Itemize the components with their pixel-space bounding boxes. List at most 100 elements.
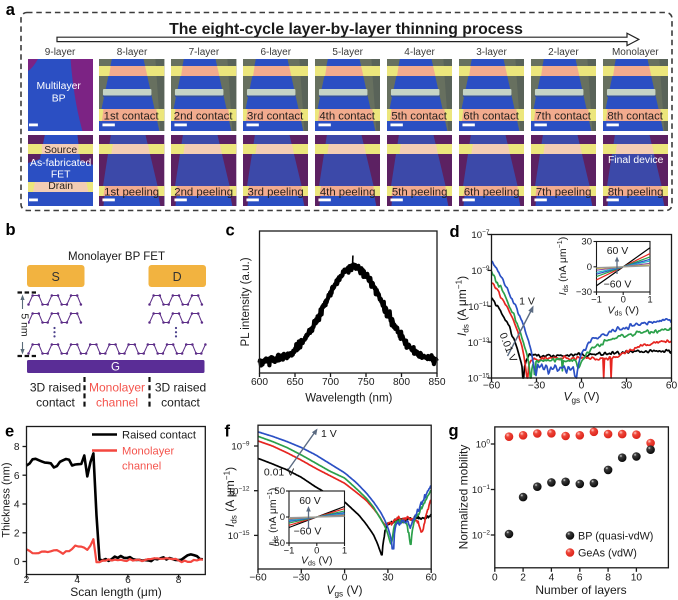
svg-text:contact: contact bbox=[161, 396, 200, 410]
svg-text:8: 8 bbox=[176, 575, 182, 586]
svg-text:7th peeling: 7th peeling bbox=[536, 186, 592, 198]
svg-text:8: 8 bbox=[14, 442, 20, 453]
svg-text:Wavelength (nm): Wavelength (nm) bbox=[305, 393, 392, 405]
svg-text:−30: −30 bbox=[528, 381, 546, 392]
svg-text:channel: channel bbox=[96, 396, 138, 410]
svg-text:Final device: Final device bbox=[608, 155, 664, 166]
svg-text:−30: −30 bbox=[293, 573, 311, 584]
svg-text:60: 60 bbox=[426, 573, 438, 584]
svg-text:6th contact: 6th contact bbox=[463, 110, 519, 122]
svg-text:100: 100 bbox=[476, 439, 491, 451]
svg-text:−60: −60 bbox=[483, 381, 501, 392]
svg-text:1: 1 bbox=[647, 295, 652, 306]
svg-text:2: 2 bbox=[14, 528, 20, 539]
svg-text:2: 2 bbox=[520, 573, 526, 584]
svg-text:As-fabricated: As-fabricated bbox=[30, 158, 91, 169]
svg-text:Monolayer: Monolayer bbox=[612, 47, 659, 58]
svg-text:The eight-cycle layer-by-layer: The eight-cycle layer-by-layer thinning … bbox=[169, 21, 523, 38]
svg-text:−60: −60 bbox=[249, 573, 267, 584]
svg-text:Vds (V): Vds (V) bbox=[608, 305, 639, 318]
svg-text:0: 0 bbox=[579, 381, 585, 392]
svg-text:4th contact: 4th contact bbox=[319, 110, 375, 122]
svg-text:G: G bbox=[111, 362, 120, 374]
svg-text:4-layer: 4-layer bbox=[404, 47, 435, 58]
svg-text:4: 4 bbox=[549, 573, 555, 584]
svg-text:Number of layers: Number of layers bbox=[535, 583, 626, 597]
svg-text:3rd contact: 3rd contact bbox=[247, 110, 304, 122]
svg-text:BP: BP bbox=[51, 93, 65, 104]
svg-text:6th peeling: 6th peeling bbox=[464, 186, 520, 198]
svg-text:5th peeling: 5th peeling bbox=[392, 186, 448, 198]
svg-text:2nd contact: 2nd contact bbox=[174, 110, 234, 122]
svg-text:6: 6 bbox=[125, 575, 131, 586]
svg-text:9-layer: 9-layer bbox=[45, 47, 76, 58]
svg-text:6: 6 bbox=[14, 471, 20, 482]
svg-text:1st contact: 1st contact bbox=[104, 110, 160, 122]
svg-text:5th contact: 5th contact bbox=[391, 110, 447, 122]
svg-text:D: D bbox=[173, 270, 182, 284]
svg-text:3rd peeling: 3rd peeling bbox=[248, 186, 304, 198]
svg-text:10−11: 10−11 bbox=[468, 301, 490, 313]
svg-text:−60 V: −60 V bbox=[294, 526, 322, 538]
svg-text:Source: Source bbox=[44, 145, 77, 156]
svg-text:60: 60 bbox=[666, 381, 678, 392]
svg-text:Vgs (V): Vgs (V) bbox=[326, 583, 362, 598]
svg-text:60 V: 60 V bbox=[299, 495, 321, 507]
svg-text:0.01 V: 0.01 V bbox=[497, 331, 519, 364]
svg-text:b: b bbox=[6, 221, 16, 239]
svg-text:−1: −1 bbox=[591, 295, 602, 306]
svg-text:4th peeling: 4th peeling bbox=[320, 186, 376, 198]
svg-text:0: 0 bbox=[280, 512, 285, 523]
svg-text:5 nm: 5 nm bbox=[19, 313, 31, 337]
svg-text:Scan length (μm): Scan length (μm) bbox=[70, 585, 162, 599]
svg-text:3-layer: 3-layer bbox=[476, 47, 507, 58]
svg-text:10−15: 10−15 bbox=[228, 530, 250, 542]
svg-text:d: d bbox=[450, 223, 460, 241]
svg-text:30: 30 bbox=[621, 381, 633, 392]
svg-text:2nd peeling: 2nd peeling bbox=[175, 186, 234, 198]
svg-text:0: 0 bbox=[14, 557, 20, 568]
svg-text:800: 800 bbox=[393, 377, 410, 388]
svg-text:60 V: 60 V bbox=[607, 245, 629, 257]
svg-text:8-layer: 8-layer bbox=[117, 47, 148, 58]
svg-text:7-layer: 7-layer bbox=[189, 47, 220, 58]
svg-text:channel: channel bbox=[122, 461, 161, 473]
svg-text:BP (quasi-vdW): BP (quasi-vdW) bbox=[578, 531, 653, 543]
svg-text:0: 0 bbox=[342, 573, 348, 584]
svg-text:GeAs (vdW): GeAs (vdW) bbox=[578, 548, 637, 560]
svg-text:g: g bbox=[449, 422, 459, 440]
svg-text:0: 0 bbox=[492, 573, 498, 584]
svg-text:Thickness (nm): Thickness (nm) bbox=[1, 462, 13, 537]
svg-text:700: 700 bbox=[322, 377, 339, 388]
svg-text:Monolayer: Monolayer bbox=[122, 446, 175, 458]
svg-text:4: 4 bbox=[74, 575, 80, 586]
svg-text:Ids (nA μm−1): Ids (nA μm−1) bbox=[266, 488, 280, 546]
svg-text:0: 0 bbox=[314, 546, 319, 557]
svg-text:Ids (A μm−1): Ids (A μm−1) bbox=[222, 467, 238, 527]
svg-text:10−2: 10−2 bbox=[472, 530, 490, 542]
svg-text:6-layer: 6-layer bbox=[261, 47, 292, 58]
svg-text:8th peeling: 8th peeling bbox=[608, 186, 664, 198]
svg-text:Vgs (V): Vgs (V) bbox=[563, 390, 599, 405]
svg-text:7th contact: 7th contact bbox=[535, 110, 591, 122]
svg-text:Ids (A μm−1): Ids (A μm−1) bbox=[454, 276, 470, 336]
svg-text:10−13: 10−13 bbox=[468, 337, 490, 349]
svg-text:S: S bbox=[52, 270, 60, 284]
svg-text:8th contact: 8th contact bbox=[607, 110, 663, 122]
svg-text:6: 6 bbox=[577, 573, 583, 584]
svg-text:0: 0 bbox=[587, 262, 592, 273]
svg-text:PL intensity (a.u.): PL intensity (a.u.) bbox=[240, 257, 252, 346]
svg-text:750: 750 bbox=[358, 377, 375, 388]
svg-text:−30: −30 bbox=[576, 287, 592, 298]
svg-text:Multilayer: Multilayer bbox=[36, 81, 81, 92]
svg-text:2: 2 bbox=[24, 575, 30, 586]
svg-text:contact: contact bbox=[36, 396, 75, 410]
svg-text:0.01 V: 0.01 V bbox=[264, 467, 294, 479]
svg-text:Ids (nA μm−1): Ids (nA μm−1) bbox=[556, 237, 570, 295]
svg-text:850: 850 bbox=[429, 377, 446, 388]
svg-text:FET: FET bbox=[50, 169, 70, 180]
svg-text:3D raised: 3D raised bbox=[30, 381, 81, 395]
svg-text:30: 30 bbox=[581, 237, 592, 248]
svg-text:30: 30 bbox=[382, 573, 394, 584]
svg-text:Monolayer: Monolayer bbox=[89, 381, 145, 395]
